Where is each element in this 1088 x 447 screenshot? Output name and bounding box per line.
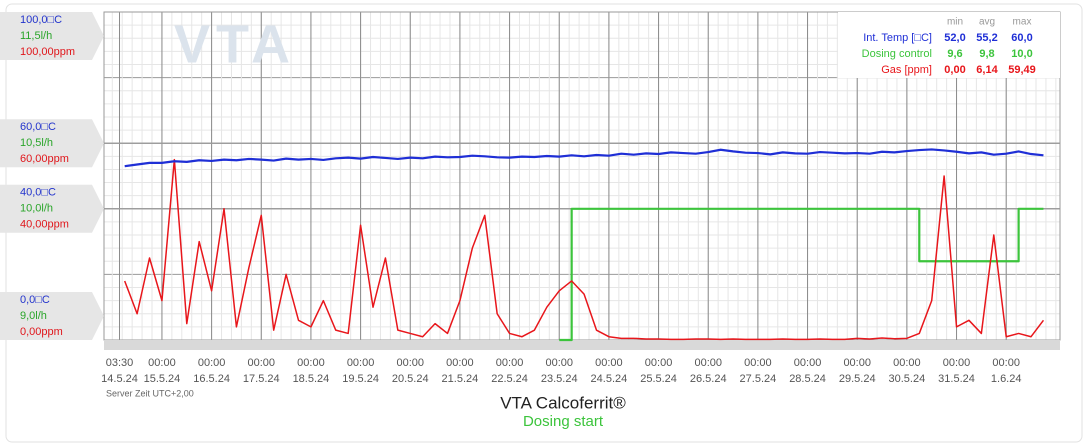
y-tick-label: 0,0□C <box>20 294 50 306</box>
legend-label: Dosing control <box>862 48 932 60</box>
y-tick-label: 60,0□C <box>20 121 56 133</box>
x-tick-label: 00:00 <box>943 357 971 369</box>
legend-stat: 6,14 <box>976 64 998 76</box>
x-tick-label: 18.5.24 <box>293 373 330 385</box>
x-tick-label: 00:00 <box>893 357 921 369</box>
legend-stat: 55,2 <box>976 32 997 44</box>
axis-label-box <box>0 119 104 168</box>
legend-header: avg <box>979 17 995 28</box>
x-tick-label: 15.5.24 <box>144 373 181 385</box>
x-tick-label: 22.5.24 <box>491 373 528 385</box>
x-tick-label: 25.5.24 <box>640 373 677 385</box>
axis-label-box <box>0 12 104 60</box>
x-tick-label: 00:00 <box>496 357 524 369</box>
x-tick-label: 03:30 <box>106 357 134 369</box>
series-line <box>123 158 1045 341</box>
x-tick-label: 00:00 <box>595 357 623 369</box>
legend-stat: 9,6 <box>947 48 962 60</box>
x-tick-label: 31.5.24 <box>938 373 975 385</box>
x-tick-label: 23.5.24 <box>541 373 578 385</box>
x-tick-label: 00:00 <box>992 357 1020 369</box>
x-tick-label: 21.5.24 <box>442 373 479 385</box>
y-tick-label: 9,0l/h <box>20 310 47 322</box>
y-tick-label: 100,0□C <box>20 14 62 26</box>
x-tick-label: 30.5.24 <box>889 373 926 385</box>
legend-header: min <box>947 17 963 28</box>
axis-band <box>104 340 1060 350</box>
x-tick-label: 00:00 <box>396 357 424 369</box>
legend-stat: 60,0 <box>1011 32 1032 44</box>
legend-stat: 10,0 <box>1011 48 1032 60</box>
chart-title: VTA Calcoferrit® <box>500 393 626 412</box>
y-tick-label: 11,5l/h <box>20 30 52 42</box>
x-tick-label: 00:00 <box>744 357 772 369</box>
x-tick-label: 27.5.24 <box>740 373 777 385</box>
x-tick-label: 00:00 <box>446 357 474 369</box>
x-tick-label: 28.5.24 <box>789 373 826 385</box>
y-tick-label: 40,0□C <box>20 187 56 199</box>
axis-label-box <box>0 184 104 233</box>
x-tick-label: 00:00 <box>694 357 722 369</box>
x-tick-label: 00:00 <box>645 357 673 369</box>
y-tick-label: 40,00ppm <box>20 219 69 231</box>
y-tick-label: 60,00ppm <box>20 153 69 165</box>
x-tick-label: 00:00 <box>297 357 325 369</box>
legend-stat: 9,8 <box>979 48 994 60</box>
y-tick-label: 100,00ppm <box>20 46 75 58</box>
x-tick-label: 26.5.24 <box>690 373 727 385</box>
watermark: VTA <box>174 14 296 74</box>
x-tick-label: 00:00 <box>198 357 226 369</box>
x-tick-label: 00:00 <box>843 357 871 369</box>
axis-label-box <box>0 292 104 340</box>
x-tick-label: 19.5.24 <box>342 373 379 385</box>
x-tick-label: 14.5.24 <box>101 373 138 385</box>
x-tick-label: 20.5.24 <box>392 373 429 385</box>
footnote: Server Zeit UTC+2,00 <box>106 388 194 398</box>
legend-stat: 59,49 <box>1008 64 1036 76</box>
y-tick-label: 10,0l/h <box>20 203 53 215</box>
x-tick-label: 00:00 <box>347 357 375 369</box>
x-tick-label: 1.6.24 <box>991 373 1022 385</box>
series-line <box>124 148 1044 168</box>
legend-label: Int. Temp [□C] <box>863 32 932 44</box>
y-tick-label: 0,00ppm <box>20 326 63 338</box>
legend-header: max <box>1013 17 1032 28</box>
x-tick-label: 16.5.24 <box>193 373 230 385</box>
chart-subtitle: Dosing start <box>523 413 604 430</box>
legend <box>838 12 1060 78</box>
y-tick-label: 10,5l/h <box>20 137 53 149</box>
legend-label: Gas [ppm] <box>881 64 932 76</box>
legend-stat: 52,0 <box>944 32 965 44</box>
x-tick-label: 00:00 <box>247 357 275 369</box>
x-tick-label: 00:00 <box>545 357 573 369</box>
x-tick-label: 17.5.24 <box>243 373 280 385</box>
x-tick-label: 00:00 <box>794 357 822 369</box>
x-tick-label: 24.5.24 <box>591 373 628 385</box>
x-tick-label: 29.5.24 <box>839 373 876 385</box>
series-line <box>559 207 1044 342</box>
legend-stat: 0,00 <box>944 64 965 76</box>
x-tick-label: 00:00 <box>148 357 176 369</box>
